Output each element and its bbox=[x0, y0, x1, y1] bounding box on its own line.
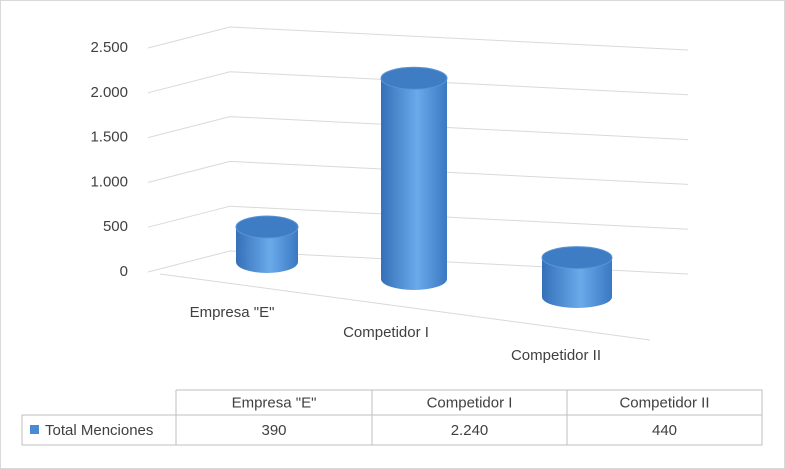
cylinder bbox=[542, 257, 612, 308]
y-tick-label: 2.000 bbox=[90, 84, 128, 101]
table-header: Competidor II bbox=[619, 394, 709, 411]
y-tick-label: 1.000 bbox=[90, 173, 128, 190]
table-border bbox=[21, 389, 763, 446]
cylinder bbox=[381, 78, 447, 291]
grid-line bbox=[147, 116, 689, 141]
x-tick-label: Competidor II bbox=[511, 347, 601, 364]
legend-swatch bbox=[30, 425, 39, 434]
table-header: Empresa "E" bbox=[232, 394, 317, 411]
table-value: 440 bbox=[652, 422, 677, 439]
cylinder-top bbox=[380, 66, 448, 90]
cylinder bbox=[236, 227, 298, 273]
grid-line bbox=[147, 160, 689, 185]
cylinder-top bbox=[541, 246, 613, 270]
grid-line bbox=[147, 205, 689, 230]
table-value: 390 bbox=[261, 422, 286, 439]
y-tick-label: 1.500 bbox=[90, 129, 128, 146]
x-tick-label: Empresa "E" bbox=[190, 304, 275, 321]
cylinder-top bbox=[235, 215, 299, 239]
table-header: Competidor I bbox=[427, 394, 513, 411]
y-tick-label: 500 bbox=[103, 218, 128, 235]
table-value: 2.240 bbox=[451, 422, 489, 439]
x-tick-label: Competidor I bbox=[343, 324, 429, 341]
y-tick-label: 2.500 bbox=[90, 39, 128, 56]
floor-edge bbox=[159, 273, 651, 341]
legend-label: Total Menciones bbox=[45, 422, 153, 439]
grid-line bbox=[147, 26, 689, 51]
y-tick-label: 0 bbox=[120, 263, 128, 280]
grid-line bbox=[147, 250, 689, 275]
grid-line bbox=[147, 71, 689, 96]
